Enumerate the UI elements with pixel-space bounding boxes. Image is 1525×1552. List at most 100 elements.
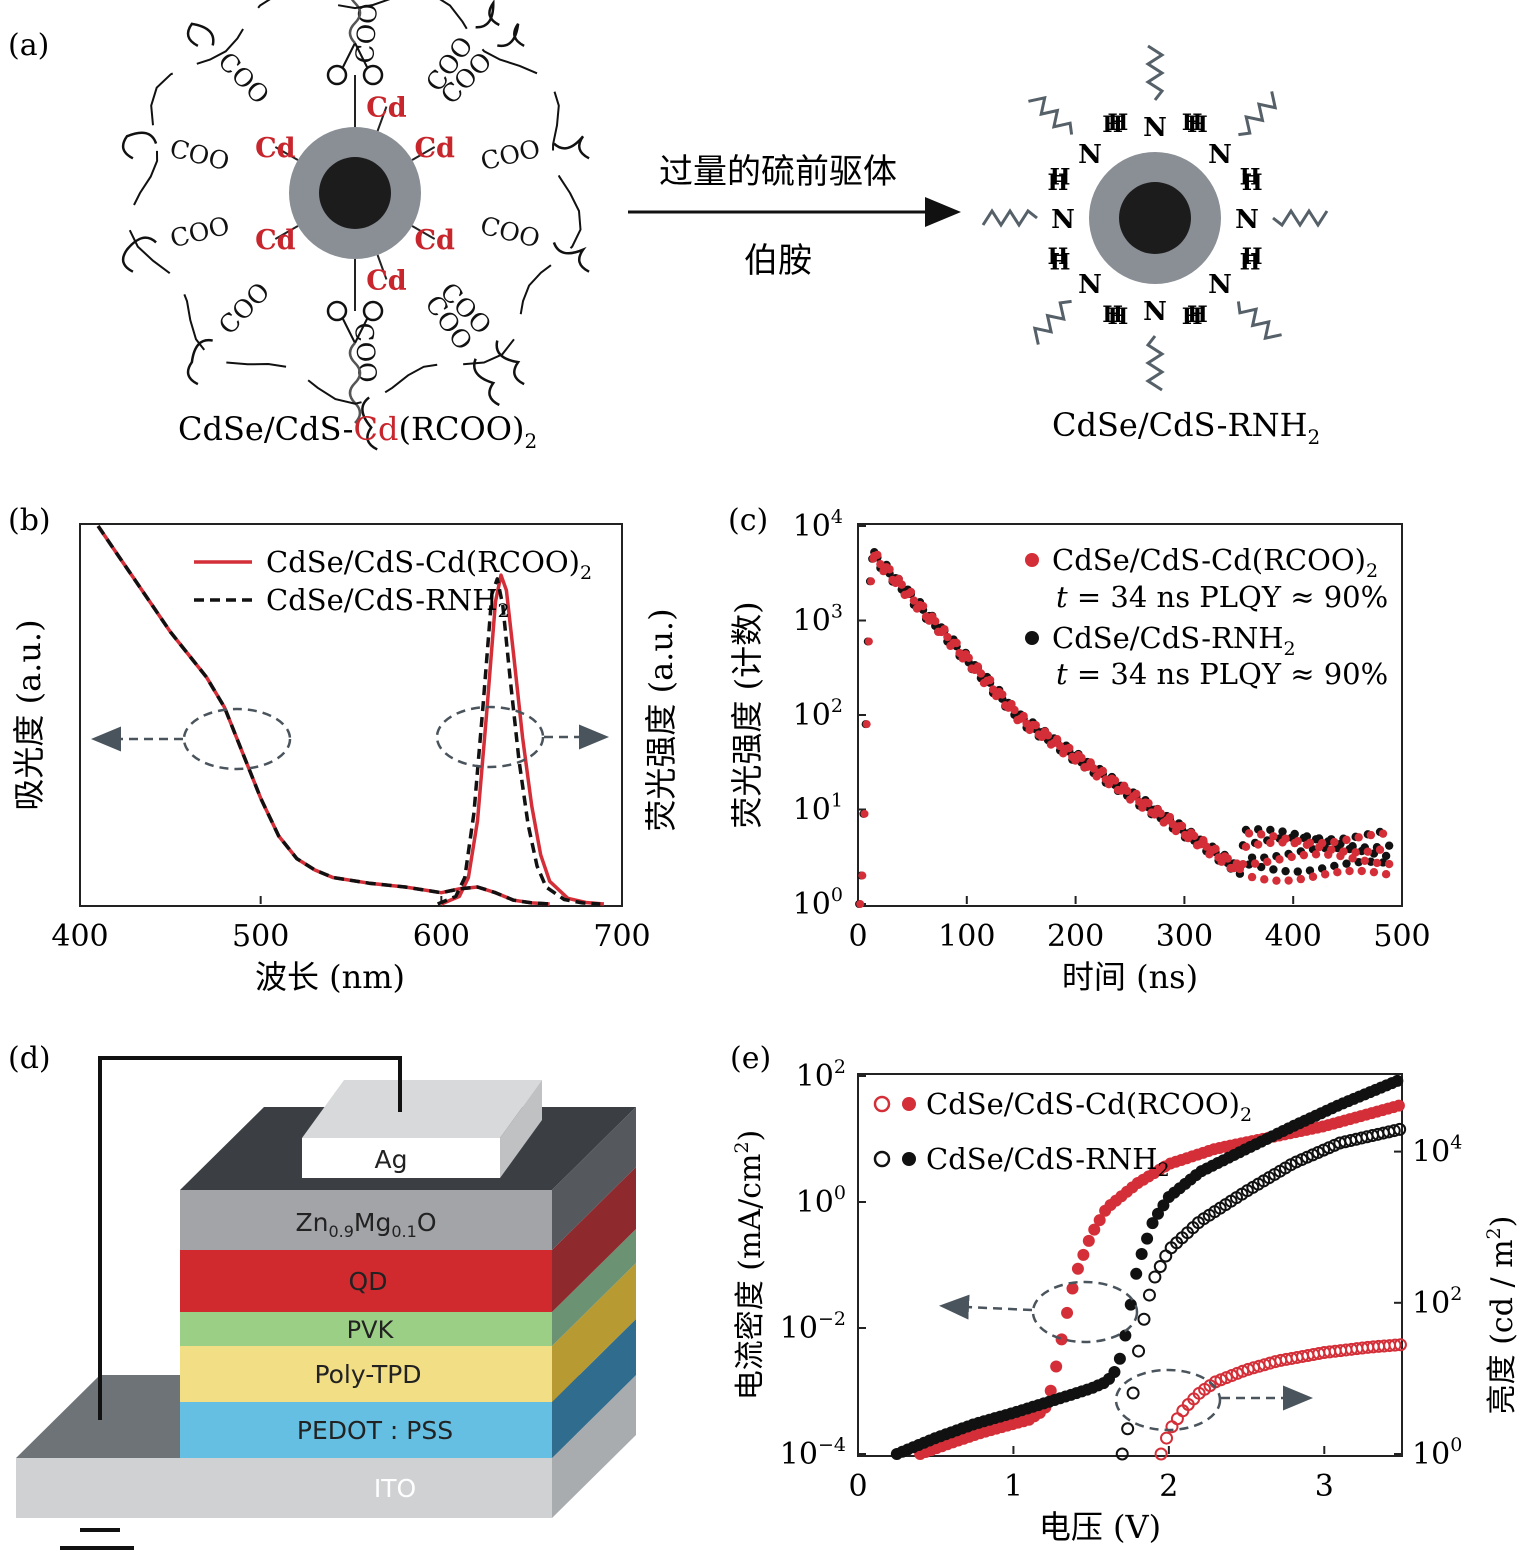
y-tick-label-c-3: 103: [793, 601, 843, 639]
panel-a-label: (a): [8, 28, 49, 63]
hydrogen-atom-label: H: [1182, 110, 1203, 136]
point-c-cd-decay-27: [952, 638, 961, 648]
y-tick-label-c-2: 102: [793, 695, 843, 733]
y-axis-label-left-b: 吸光度 (a.u.): [10, 619, 48, 810]
point-c-cd-decay-12: [906, 587, 916, 597]
nitrogen-atom-label: N: [1078, 140, 1102, 170]
alkyl-chain: [495, 340, 525, 386]
point-luminance-e-0: [1160, 1431, 1174, 1445]
x-axis-label-e: 电压 (V): [1039, 1508, 1161, 1546]
point-current-e-0: [1044, 1384, 1057, 1397]
x-tick-label-b-1: 500: [232, 919, 289, 954]
qd-side: [552, 1167, 636, 1312]
nitrogen-atom-label: N: [1051, 205, 1075, 235]
point-c-cd-decay-5: [885, 565, 894, 574]
point-c-cd-decay-163: [1366, 830, 1376, 840]
ag-front: [302, 1138, 500, 1178]
alkyl-chain: [473, 358, 500, 407]
x-tick-label-e-1: 1: [1004, 1469, 1023, 1504]
nitrogen-atom-label: N: [1143, 113, 1167, 143]
curve-pl-b-1: [437, 577, 601, 906]
point-current-e-0: [1082, 1234, 1095, 1247]
hydrogen-atom-label: H: [1102, 302, 1123, 328]
legend-label-e-0: CdSe/CdS-Cd(RCOO)2: [926, 1087, 1252, 1126]
curves-b: [96, 525, 605, 906]
point-c-cd-decay-167: [1378, 829, 1388, 838]
point-luminance-e-1: [1137, 1312, 1151, 1326]
x-tick-label-c-4: 400: [1265, 919, 1322, 954]
point-c-cd-decay-151: [1330, 837, 1339, 847]
legend-marker-e-0-open: [873, 1095, 891, 1113]
arrow-label-bottom: 伯胺: [744, 241, 812, 281]
cd-atom-label: Cd: [414, 225, 454, 256]
point-current-e-1: [1135, 1247, 1148, 1260]
point-c-cd-decay-42: [998, 690, 1007, 699]
point-c-cd-decay-150: [1327, 845, 1336, 854]
legend-c: CdSe/CdS-Cd(RCOO)2 t = 34 ns PLQY ≈ 90% …: [1025, 543, 1388, 691]
layer-label-ag: Ag: [375, 1145, 408, 1174]
point-luminance-e-0: [1154, 1447, 1168, 1461]
x-ticks-b: 400 500 600 700: [51, 896, 651, 954]
hydrogen-atom-label: H: [1240, 249, 1261, 275]
point-current-e-1: [1146, 1217, 1159, 1230]
legend-e: CdSe/CdS-Cd(RCOO)2 CdSe/CdS-RNH2: [873, 1087, 1252, 1181]
point-c-cd-decay-140: [1296, 874, 1306, 884]
alkyl-chain: [552, 241, 590, 273]
coo-group-label: COO: [349, 322, 382, 384]
point-current-e-0: [1093, 1214, 1106, 1227]
point-c-rnh2-decay-155: [1342, 859, 1351, 868]
alkyl-chain: [553, 135, 590, 160]
point-c-cd-decay-164: [1369, 867, 1379, 877]
alkyl-chain: [361, 396, 378, 451]
point-c-cd-decay-57: [1043, 731, 1053, 740]
panel-b: (b) 400 500 600 700 波长 (nm) 吸光度 (a.u.) 荧光强度…: [8, 503, 680, 996]
point-c-cd-rise-5: [867, 577, 876, 586]
point-c-cd-decay-49: [1019, 711, 1028, 721]
coo-group-label: COO: [478, 134, 543, 177]
alkyl-chain: [121, 131, 158, 160]
core: [319, 157, 391, 229]
oxygen-atom: [326, 64, 348, 86]
alkyl-chain: [1032, 299, 1072, 345]
y-tick-label-right-e-1: 102: [1412, 1283, 1462, 1321]
y-axis-label-right-b: 荧光强度 (a.u.): [642, 608, 680, 831]
x-tick-label-c-1: 100: [938, 919, 995, 954]
point-current-e-1: [1124, 1298, 1137, 1311]
point-luminance-e-0: [1388, 1338, 1402, 1352]
point-c-cd-decay-169: [1384, 859, 1394, 869]
point-c-cd-decay-112: [1211, 844, 1220, 854]
point-current-e-0: [1061, 1306, 1074, 1319]
point-c-cd-decay-133: [1275, 855, 1284, 864]
point-c-cd-decay-128: [1260, 875, 1269, 884]
point-c-rnh2-decay-169: [1384, 841, 1394, 850]
legend-note-c-0: t = 34 ns PLQY ≈ 90%: [1056, 580, 1388, 614]
point-current-e-0: [1071, 1262, 1084, 1275]
point-c-cd-decay-1: [873, 550, 882, 560]
alkyl-chain: [981, 208, 1038, 228]
point-c-cd-decay-97: [1165, 812, 1175, 822]
hydrogen-atom-label: H: [1050, 249, 1071, 275]
point-c-cd-decay-147: [1317, 838, 1327, 848]
legend-marker-c-0: [1025, 553, 1039, 567]
luminance-annotation-ellipse: [1114, 1368, 1222, 1432]
point-current-e-0: [1066, 1282, 1079, 1295]
alkyl-chain: [186, 338, 213, 386]
coo-group-label: COO: [167, 211, 232, 254]
alkyl-chain: [475, 0, 500, 29]
point-luminance-e-0: [1393, 1338, 1407, 1352]
point-c-cd-decay-137: [1287, 852, 1296, 862]
legend-marker-e-1-filled: [902, 1152, 916, 1166]
point-c-cd-decay-162: [1363, 847, 1373, 856]
point-c-cd-decay-166: [1375, 845, 1385, 854]
point-c-cd-decay-109: [1202, 842, 1211, 851]
polytpd-front: [180, 1346, 552, 1402]
point-luminance-e-0: [1170, 1412, 1184, 1426]
qd-front: [180, 1250, 552, 1312]
pvk-front: [180, 1312, 552, 1346]
x-tick-label-c-5: 500: [1373, 919, 1430, 954]
alkyl-chain: [1238, 91, 1278, 137]
cd-bond: [411, 225, 436, 240]
ito-front: [16, 1458, 552, 1518]
